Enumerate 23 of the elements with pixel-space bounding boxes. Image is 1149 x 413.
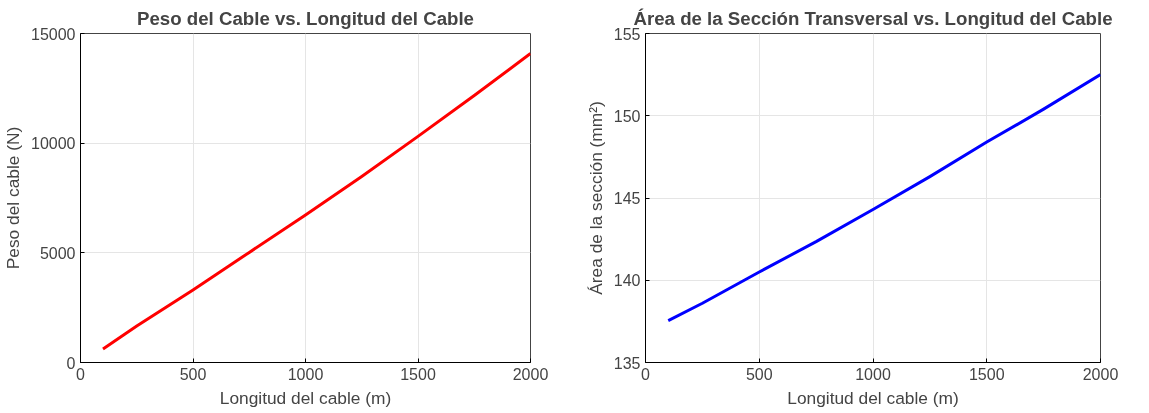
x-tick-label: 1000: [287, 365, 324, 383]
x-tick-label: 1000: [855, 365, 891, 383]
y-tick-label: 0: [66, 354, 76, 372]
line-series: [666, 73, 1101, 323]
x-axis-title: Longitud del cable (m): [219, 387, 392, 408]
y-tick-label: 15000: [31, 25, 76, 43]
y-tick-label: 140: [613, 272, 641, 290]
y-tick-label: 150: [613, 107, 641, 125]
y-tick-label: 5000: [39, 244, 76, 262]
y-tick-label: 10000: [31, 135, 76, 153]
x-tick-label: 500: [745, 365, 773, 383]
x-tick-label: 2000: [512, 365, 549, 383]
chart-title: Peso del Cable vs. Longitud del Cable: [137, 7, 474, 29]
x-tick-label: 1500: [400, 365, 436, 383]
x-tick-label: 1500: [968, 365, 1005, 383]
y-axis-title: Área de la sección (mm²): [585, 101, 606, 295]
x-tick-label: 500: [179, 365, 207, 383]
y-tick-label: 145: [613, 190, 641, 207]
y-tick-label: 135: [613, 354, 641, 372]
x-axis-title: Longitud del cable (m): [787, 387, 959, 408]
line-series: [101, 51, 531, 351]
x-tick-label: 2000: [1082, 365, 1119, 383]
y-axis-title: Peso del cable (N): [3, 126, 24, 270]
